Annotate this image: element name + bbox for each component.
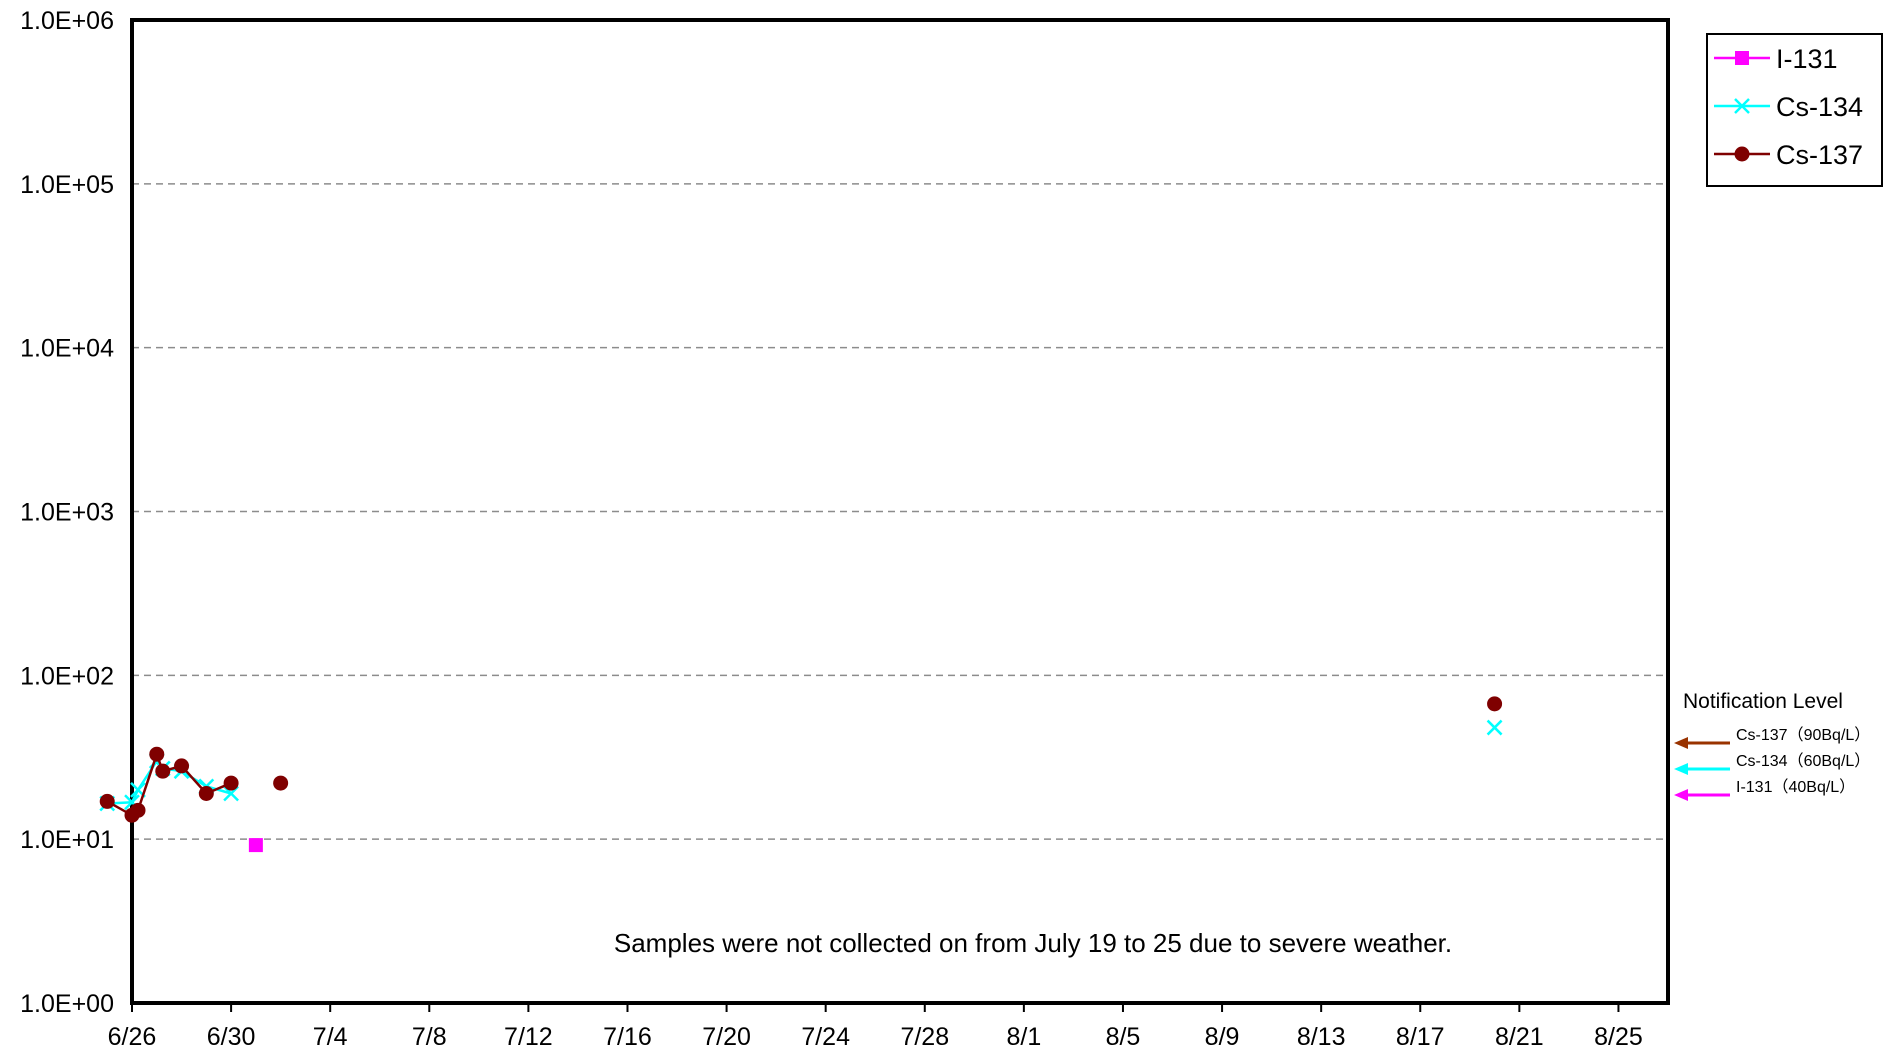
data-point-cs-137 xyxy=(155,763,171,779)
x-tick-label: 7/16 xyxy=(603,1023,652,1051)
x-tick-label: 7/28 xyxy=(900,1023,949,1051)
marker-stroke xyxy=(124,794,140,811)
x-tick-label: 7/24 xyxy=(801,1023,850,1051)
legend-item-cs-137: Cs-137 xyxy=(1714,140,1863,170)
y-tick-label: 1.0E+00 xyxy=(20,990,114,1018)
marker-stroke xyxy=(130,781,146,798)
y-axis-ticks: 1.0E+00 1.0E+01 1.0E+02 1.0E+03 1.0E+04 1.0E+… xyxy=(20,7,114,1018)
x-axis-ticks: 6/26 6/30 7/4 7/8 7/12 7/16 7/20 7/24 7/28 8/1 8/5… xyxy=(108,1003,1643,1051)
legend-item-cs-134: Cs-134 xyxy=(1714,92,1863,122)
notification-item: Cs-134（60Bq/L） xyxy=(1674,752,1870,775)
grid xyxy=(132,183,1668,840)
notification-label: I-131（40Bq/L） xyxy=(1736,778,1855,796)
notification-label: Cs-137（90Bq/L） xyxy=(1736,726,1870,744)
notification-label: Cs-134（60Bq/L） xyxy=(1736,752,1870,770)
x-tick-label: 8/17 xyxy=(1396,1023,1445,1051)
series-cs-137 xyxy=(99,696,1503,823)
data-point-i-131 xyxy=(248,838,263,853)
notification-arrow-head xyxy=(1674,737,1688,749)
notification-item: Cs-137（90Bq/L） xyxy=(1674,726,1870,749)
notification-level: Notification Level Cs-137（90Bq/L） Cs-134（6… xyxy=(1674,690,1870,801)
legend-swatch-marker xyxy=(1734,146,1750,162)
legend-swatch-marker xyxy=(1735,51,1749,65)
notification-arrow-head xyxy=(1674,789,1688,801)
data-point-cs-137 xyxy=(149,746,165,762)
data-point-cs-137 xyxy=(174,758,190,774)
x-tick-label: 8/1 xyxy=(1006,1023,1041,1051)
y-tick-label: 1.0E+06 xyxy=(20,7,114,35)
data-series xyxy=(99,696,1503,853)
x-tick-label: 8/13 xyxy=(1297,1023,1346,1051)
legend-label: I-131 xyxy=(1776,44,1838,74)
x-tick-label: 8/9 xyxy=(1205,1023,1240,1051)
x-tick-label: 8/21 xyxy=(1495,1023,1544,1051)
y-tick-label: 1.0E+04 xyxy=(20,335,114,363)
x-tick-label: 7/20 xyxy=(702,1023,751,1051)
y-tick-label: 1.0E+05 xyxy=(20,171,114,199)
plot-area-border xyxy=(130,18,1670,1005)
x-tick-label: 7/8 xyxy=(412,1023,447,1051)
data-point-cs-134 xyxy=(1486,719,1503,736)
data-point-cs-137 xyxy=(1487,696,1503,712)
legend-item-i-131: I-131 xyxy=(1714,44,1838,74)
legend-swatch-marker xyxy=(1734,98,1750,114)
data-point-cs-137 xyxy=(273,775,289,791)
series-i-131 xyxy=(248,838,263,853)
y-tick-label: 1.0E+03 xyxy=(20,499,114,527)
x-tick-label: 8/5 xyxy=(1106,1023,1141,1051)
notification-arrow-head xyxy=(1674,763,1688,775)
data-point-cs-137 xyxy=(198,785,214,801)
y-tick-label: 1.0E+01 xyxy=(20,826,114,854)
x-tick-label: 7/12 xyxy=(504,1023,553,1051)
y-tick-label: 1.0E+02 xyxy=(20,662,114,690)
x-tick-label: 6/30 xyxy=(207,1023,256,1051)
legend-label: Cs-134 xyxy=(1776,92,1863,122)
x-tick-label: 7/4 xyxy=(313,1023,348,1051)
data-point-cs-137 xyxy=(223,775,239,791)
marker-stroke xyxy=(1486,719,1503,736)
marker-stroke xyxy=(1734,98,1750,114)
notification-item: I-131（40Bq/L） xyxy=(1674,778,1855,801)
legend: I-131 Cs-134 Cs-137 xyxy=(1706,33,1883,187)
notification-title: Notification Level xyxy=(1683,690,1843,713)
x-tick-label: 6/26 xyxy=(108,1023,157,1051)
x-tick-label: 8/25 xyxy=(1594,1023,1643,1051)
data-point-cs-137 xyxy=(130,802,146,818)
chart-annotation: Samples were not collected on from July … xyxy=(614,928,1452,958)
legend-label: Cs-137 xyxy=(1776,140,1863,170)
data-point-cs-137 xyxy=(99,793,115,809)
